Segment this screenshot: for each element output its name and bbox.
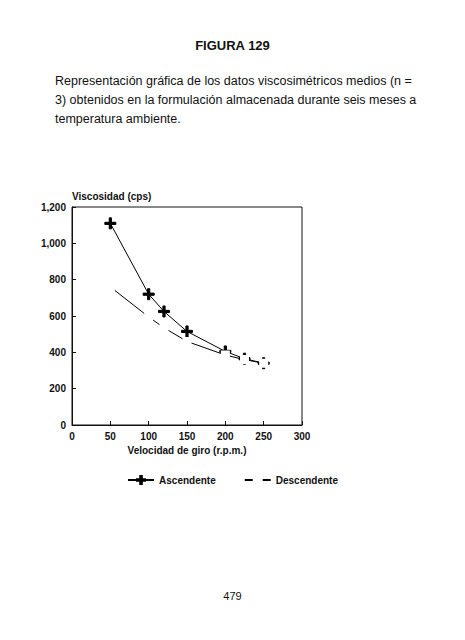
svg-text:200: 200 — [217, 431, 234, 442]
svg-text:0: 0 — [69, 431, 75, 442]
svg-text:0: 0 — [60, 420, 66, 431]
svg-text:300: 300 — [294, 431, 311, 442]
svg-text:Velocidad de giro (r.p.m.): Velocidad de giro (r.p.m.) — [128, 445, 247, 456]
svg-text:400: 400 — [49, 347, 66, 358]
svg-text:Viscosidad (cps): Viscosidad (cps) — [72, 191, 151, 202]
svg-text:1,000: 1,000 — [41, 238, 66, 249]
svg-text:Ascendente: Ascendente — [159, 475, 216, 486]
svg-text:600: 600 — [49, 311, 66, 322]
html-text:479: 479 — [223, 590, 242, 602]
html-text:FIGURA 129: FIGURA 129 — [195, 38, 270, 53]
svg-text:250: 250 — [255, 431, 272, 442]
svg-text:100: 100 — [140, 431, 157, 442]
svg-text:150: 150 — [179, 431, 196, 442]
svg-text:200: 200 — [49, 383, 66, 394]
svg-text:1,200: 1,200 — [41, 202, 66, 213]
svg-text:50: 50 — [105, 431, 117, 442]
html-text:Representación gráfica de los: Representación gráfica de los datos visc… — [55, 74, 417, 126]
svg-text:800: 800 — [49, 274, 66, 285]
svg-text:Descendente: Descendente — [276, 475, 339, 486]
